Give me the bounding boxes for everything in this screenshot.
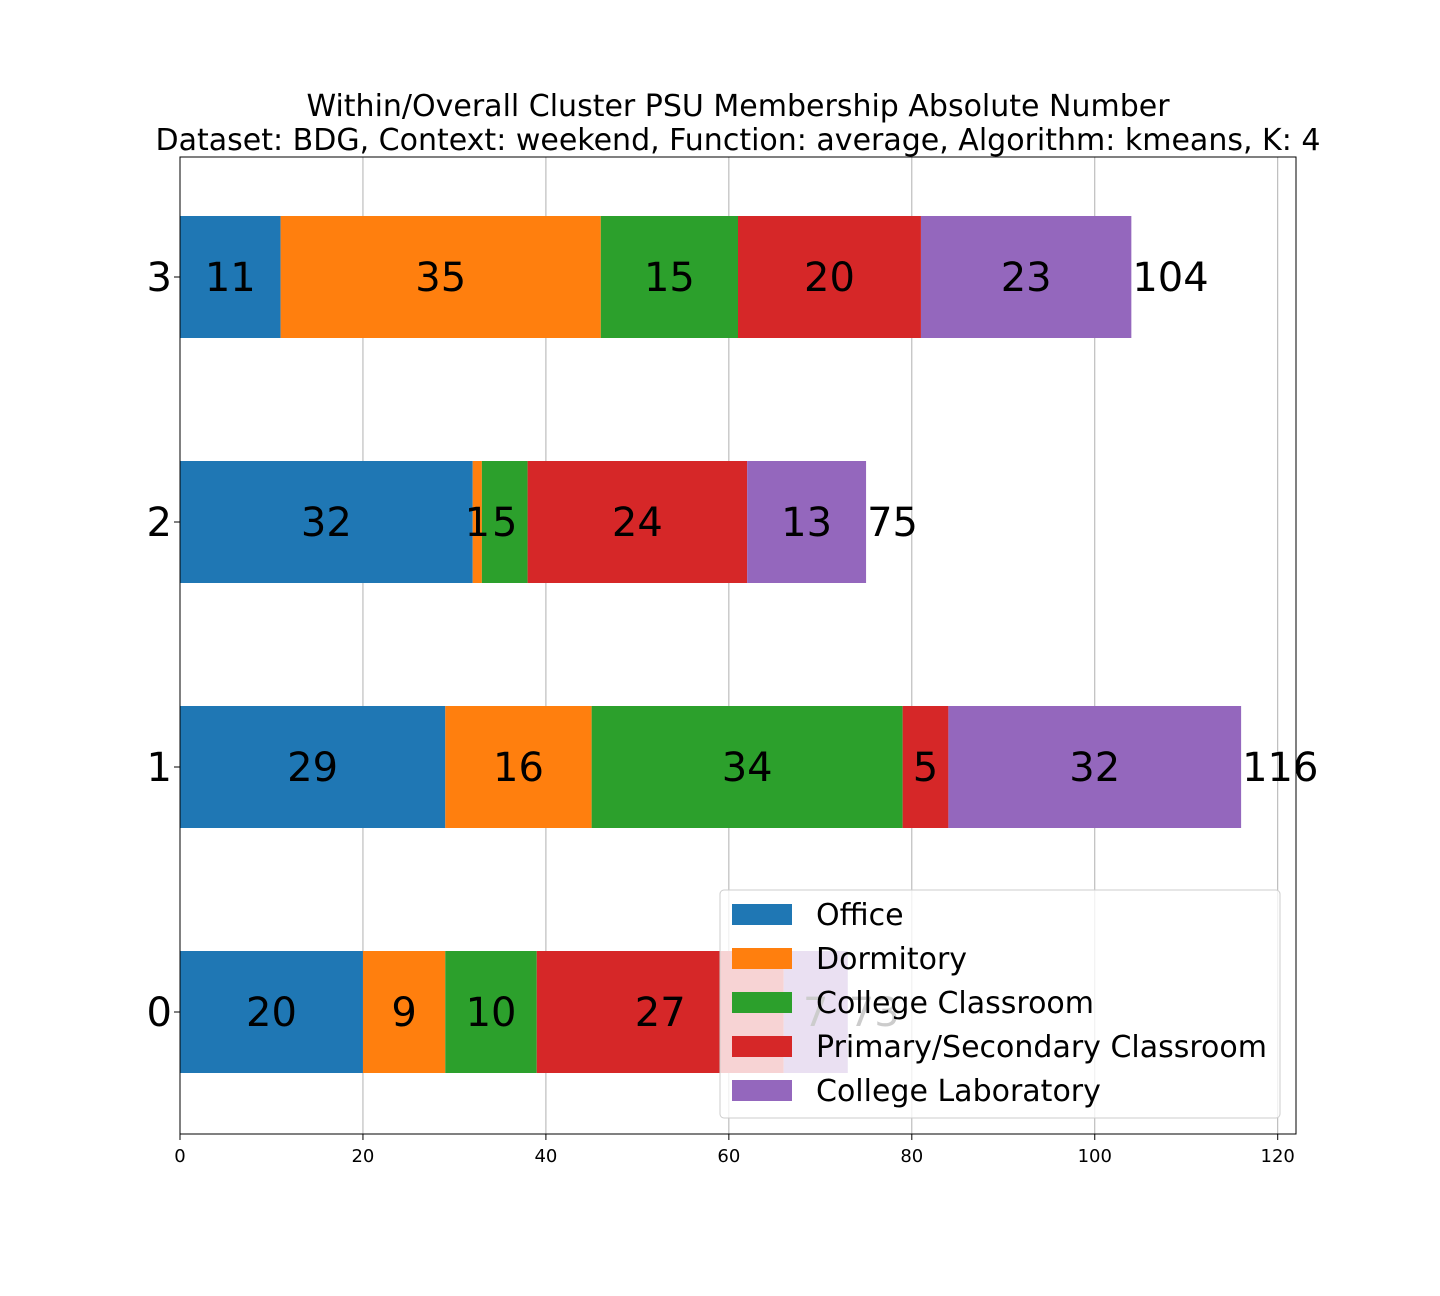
segment-label: 5 xyxy=(492,500,517,546)
y-tick-label: 0 xyxy=(147,990,172,1036)
bar-0-college-classroom xyxy=(445,951,537,1073)
segment-label: 20 xyxy=(804,255,855,301)
x-tick-label: 120 xyxy=(1261,1146,1295,1167)
segment-label: 9 xyxy=(391,990,416,1036)
total-label-1: 116 xyxy=(1242,745,1318,791)
segment-label: 16 xyxy=(493,745,544,791)
x-tick-label: 40 xyxy=(534,1146,557,1167)
chart-title-line2: Dataset: BDG, Context: weekend, Function… xyxy=(156,123,1321,158)
bar-3-dormitory xyxy=(280,216,601,338)
bar-3-primary-secondary-classroom xyxy=(738,216,921,338)
segment-label: 10 xyxy=(466,990,517,1036)
segment-labels: 20910277291634532321524131135152023 xyxy=(205,255,1120,1036)
y-tick-label: 1 xyxy=(147,745,172,791)
bar-3-office xyxy=(180,216,281,338)
segment-label: 35 xyxy=(415,255,466,301)
plot-frame xyxy=(179,156,1297,1135)
legend-box xyxy=(719,889,1281,1119)
legend-label: Dormitory xyxy=(816,942,967,977)
legend-label: College Classroom xyxy=(816,986,1094,1021)
y-axis-ticks: 0 1 2 3 xyxy=(147,255,180,1036)
legend-label: Primary/Secondary Classroom xyxy=(816,1030,1267,1065)
x-axis-ticks: 0 20 40 60 80 100 120 xyxy=(174,1134,1295,1167)
bar-3-college-laboratory xyxy=(920,216,1132,338)
segment-label: 15 xyxy=(644,255,695,301)
segment-label: 24 xyxy=(612,500,663,546)
bar-1-college-classroom xyxy=(591,706,903,828)
legend-swatch xyxy=(732,904,792,925)
segment-label: 32 xyxy=(1069,745,1120,791)
bar-2-primary-secondary-classroom xyxy=(527,461,748,583)
legend-swatch xyxy=(732,992,792,1013)
legend-swatch xyxy=(732,948,792,969)
x-tick-label: 100 xyxy=(1078,1146,1112,1167)
segment-label: 11 xyxy=(205,255,256,301)
legend-swatch xyxy=(732,1080,792,1101)
segment-label: 20 xyxy=(246,990,297,1036)
bar-0-dormitory xyxy=(362,951,446,1073)
x-tick-label: 0 xyxy=(174,1146,185,1167)
y-tick-label: 2 xyxy=(147,500,172,546)
x-tick-label: 60 xyxy=(717,1146,740,1167)
bar-1-college-laboratory xyxy=(948,706,1242,828)
legend-swatch xyxy=(732,1036,792,1057)
x-tick-label: 20 xyxy=(351,1146,374,1167)
segment-label: 13 xyxy=(781,500,832,546)
chart-title-line1: Within/Overall Cluster PSU Membership Ab… xyxy=(306,89,1170,124)
bar-2-office xyxy=(180,461,473,583)
y-tick-label: 3 xyxy=(147,255,172,301)
bar-2-college-laboratory xyxy=(747,461,867,583)
bar-2-dormitory xyxy=(472,461,482,583)
bar-0-office xyxy=(180,951,363,1073)
segment-label: 32 xyxy=(301,500,352,546)
legend-label: College Laboratory xyxy=(816,1074,1101,1109)
bar-1-primary-secondary-classroom xyxy=(902,706,949,828)
total-label-2: 75 xyxy=(867,500,918,546)
bar-2-college-classroom xyxy=(481,461,528,583)
segment-label: 1 xyxy=(465,500,490,546)
total-label-3: 104 xyxy=(1132,255,1208,301)
segment-label: 29 xyxy=(287,745,338,791)
segment-label: 34 xyxy=(722,745,773,791)
legend-label: Office xyxy=(816,898,904,933)
x-tick-label: 80 xyxy=(900,1146,923,1167)
bar-1-dormitory xyxy=(445,706,592,828)
segment-label: 27 xyxy=(635,990,686,1036)
bar-3-college-classroom xyxy=(600,216,738,338)
legend: Office Dormitory College Classroom Primary/… xyxy=(719,889,1281,1119)
bar-1-office xyxy=(180,706,446,828)
segment-label: 5 xyxy=(913,745,938,791)
segment-label: 23 xyxy=(1001,255,1052,301)
